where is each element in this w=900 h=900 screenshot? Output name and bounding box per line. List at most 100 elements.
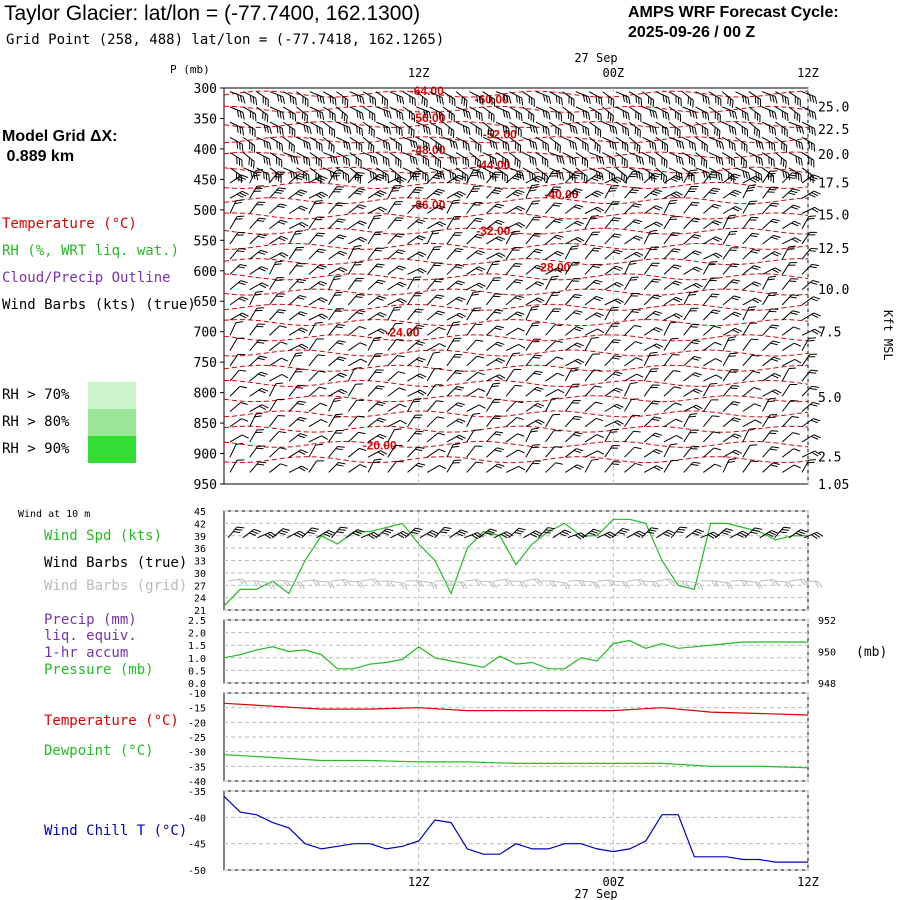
barb-staff <box>522 91 535 100</box>
wind-barb <box>288 278 306 290</box>
barb-flag <box>305 173 308 181</box>
barb-flag <box>808 94 812 102</box>
barb-flag <box>741 141 743 150</box>
barb-flag <box>374 249 382 252</box>
barb-flag <box>355 383 363 385</box>
barb-flag <box>766 175 775 177</box>
wind-barb <box>721 91 734 108</box>
barb-flag <box>675 418 683 423</box>
barb-staff <box>525 322 534 336</box>
barb-staff <box>774 580 789 583</box>
barb-staff <box>288 384 299 397</box>
wind-barb <box>455 91 468 108</box>
barb-flag <box>573 312 581 315</box>
barb-staff <box>387 429 395 443</box>
barb-flag <box>356 190 364 193</box>
legend-rh70: RH > 70% <box>2 387 70 403</box>
wind-barb <box>446 215 462 229</box>
barb-flag <box>333 130 336 138</box>
barb-flag <box>531 97 533 106</box>
barb-flag <box>400 419 407 425</box>
barb-staff <box>545 389 559 397</box>
barb-flag <box>319 264 327 268</box>
wind-barb <box>722 369 739 382</box>
barb-flag <box>475 126 477 134</box>
wind-barb <box>721 106 738 120</box>
barb-flag <box>265 157 268 165</box>
barb-flag <box>455 532 463 537</box>
barb-staff <box>288 263 299 275</box>
barb-flag <box>518 527 526 531</box>
barb-flag <box>611 463 619 466</box>
wind-barb <box>525 354 543 367</box>
wind-barb <box>455 106 472 120</box>
wind-barb <box>509 106 523 122</box>
wind-barb <box>486 341 505 351</box>
barb-staff <box>735 91 749 99</box>
barb-staff <box>249 404 263 412</box>
wind-barb <box>703 447 722 458</box>
wind-barb <box>522 136 538 150</box>
barb-staff <box>588 121 601 131</box>
barb-staff <box>722 295 735 306</box>
barb-flag <box>495 187 504 190</box>
barb-staff <box>407 251 420 260</box>
barb-flag <box>504 158 507 166</box>
barb-flag <box>635 219 643 223</box>
barb-staff <box>426 262 436 275</box>
barb-flag <box>561 98 563 106</box>
wind-barb <box>525 175 545 184</box>
barb-staff <box>426 448 439 458</box>
isotherm-line <box>223 242 809 250</box>
barb-flag <box>551 275 559 278</box>
barb-flag <box>814 112 817 120</box>
barb-flag <box>553 430 562 432</box>
barb-staff <box>466 461 477 473</box>
barb-staff <box>387 265 400 275</box>
wind-barb-true <box>656 529 675 539</box>
barb-flag <box>711 399 719 401</box>
barb-flag <box>386 580 392 588</box>
barb-flag <box>595 582 601 590</box>
time-tick-label-bottom: 00Z <box>602 875 624 889</box>
barb-flag <box>694 372 702 376</box>
barb-flag <box>454 174 457 182</box>
wind-barb <box>256 136 272 150</box>
barb-staff <box>328 276 335 290</box>
barb-staff <box>668 106 681 116</box>
barb-flag <box>755 140 759 148</box>
barb-flag <box>255 290 264 293</box>
barb-flag <box>613 99 615 108</box>
barb-flag <box>242 96 246 104</box>
barb-staff <box>564 188 576 199</box>
wind-barb <box>683 291 698 306</box>
wind-barb <box>781 310 800 321</box>
wind-barb <box>762 340 780 351</box>
barb-flag <box>743 159 745 167</box>
barb-flag <box>630 381 638 385</box>
barb-flag <box>520 113 523 122</box>
barb-flag <box>691 173 693 182</box>
barb-flag <box>415 414 423 416</box>
barb-staff <box>604 185 612 199</box>
barb-flag <box>336 358 345 362</box>
barb-staff <box>722 173 735 184</box>
barb-flag <box>321 144 323 152</box>
barb-flag <box>295 249 303 251</box>
barb-flag <box>312 579 318 587</box>
barb-flag <box>502 125 505 133</box>
barb-flag <box>308 158 311 167</box>
barb-flag <box>672 176 680 181</box>
barb-flag <box>613 267 621 271</box>
barb-staff <box>525 216 535 230</box>
barb-staff <box>367 353 376 367</box>
barb-staff <box>426 326 439 336</box>
barb-staff <box>387 185 395 199</box>
barb-flag <box>488 96 491 104</box>
barb-staff <box>308 370 319 382</box>
barb-flag <box>732 279 741 282</box>
barb-flag <box>409 139 413 148</box>
barb-flag <box>241 312 249 317</box>
wind-barb <box>683 323 700 336</box>
barb-staff <box>801 328 815 336</box>
